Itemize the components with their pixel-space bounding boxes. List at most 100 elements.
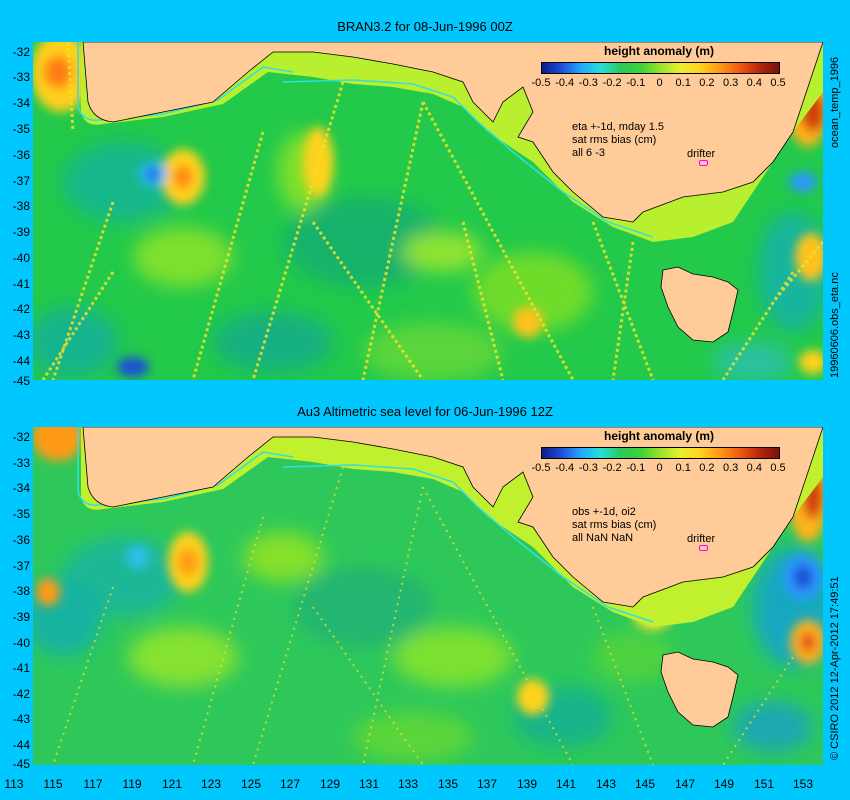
- colorbar-tick-label: -0.2: [602, 462, 622, 474]
- x-tick-label: 135: [437, 777, 459, 791]
- y-tick-label: -32: [12, 45, 30, 59]
- colorbar-tick-label: 0: [656, 462, 663, 474]
- x-tick-label: 145: [634, 777, 656, 791]
- y-tick-label: -34: [12, 481, 30, 495]
- y-tick-label: -34: [12, 96, 30, 110]
- drifter-label: drifter: [687, 148, 716, 160]
- colorbar-tick-label: 0.2: [699, 77, 715, 89]
- x-tick-label: 123: [200, 777, 222, 791]
- x-tick-label: 151: [753, 777, 775, 791]
- panel-top-title: BRAN3.2 for 08-Jun-1996 00Z: [337, 19, 513, 34]
- colorbar-tick-label: -0.1: [626, 77, 646, 89]
- x-tick-label: 133: [397, 777, 419, 791]
- y-tick-label: -38: [12, 584, 30, 598]
- colorbar-tick-label: -0.3: [578, 77, 598, 89]
- info-line: all NaN NaN: [572, 532, 634, 544]
- y-tick-label: -35: [12, 122, 30, 136]
- info-line: eta +-1d, mday 1.5: [572, 121, 665, 133]
- colorbar-tick-label: -0.2: [602, 77, 622, 89]
- colorbar: [541, 447, 780, 459]
- anomaly-blobs: [33, 132, 823, 380]
- y-tick-label: -36: [12, 533, 30, 547]
- colorbar-ticks: -0.5 -0.4 -0.3 -0.2 -0.1 0 0.1 0.2 0.3 0…: [532, 462, 786, 476]
- x-tick-label: 125: [240, 777, 262, 791]
- y-tick-label: -45: [12, 757, 30, 771]
- x-tick-label: 129: [319, 777, 341, 791]
- colorbar-tick-label: -0.5: [531, 77, 551, 89]
- info-line: obs +-1d, oi2: [572, 506, 636, 518]
- colorbar-tick-label: 0.4: [746, 462, 762, 474]
- x-tick-label: 149: [713, 777, 735, 791]
- info-line: sat rms bias (cm): [572, 134, 657, 146]
- shelf-contour: [282, 79, 654, 238]
- drifter-label: drifter: [687, 533, 716, 545]
- colorbar-tick-label: -0.4: [555, 462, 575, 474]
- x-tick-label: 143: [595, 777, 617, 791]
- colorbar-tick-label: 0.1: [675, 462, 691, 474]
- y-tick-label: -43: [12, 328, 30, 342]
- panel-bottom-title: Au3 Altimetric sea level for 06-Jun-1996…: [297, 404, 553, 419]
- colorbar: [541, 62, 780, 74]
- drifter-marker: [699, 545, 708, 551]
- y-tick-label: -44: [12, 354, 30, 368]
- x-tick-label: 119: [122, 777, 142, 791]
- shelf-contour: [282, 464, 654, 623]
- y-tick-label: -32: [12, 430, 30, 444]
- colorbar-tick-label: 0.3: [722, 77, 739, 89]
- y-tick-label: -37: [12, 559, 30, 573]
- info-block: eta +-1d, mday 1.5 sat rms bias (cm) all…: [572, 121, 664, 160]
- y-tick-label: -36: [12, 148, 30, 162]
- y-tick-label: -41: [12, 661, 30, 675]
- shelf-contour: [77, 427, 294, 506]
- x-tick-label: 127: [279, 777, 301, 791]
- colorbar-tick-label: 0.2: [699, 462, 715, 474]
- colorbar-ticks: -0.5 -0.4 -0.3 -0.2 -0.1 0 0.1 0.2 0.3 0…: [532, 77, 786, 91]
- tasmania: [660, 651, 739, 728]
- y-tick-label: -39: [12, 610, 30, 624]
- y-tick-label: -40: [12, 636, 30, 650]
- y-tick-label: -43: [12, 712, 30, 726]
- x-tick-label: 121: [161, 777, 183, 791]
- info-line: sat rms bias (cm): [572, 519, 657, 531]
- tasmania: [660, 266, 739, 343]
- shelf-contour: [77, 42, 294, 121]
- side-label-lower: 19960606.obs_eta.nc: [829, 272, 841, 378]
- colorbar-tick-label: 0.1: [675, 77, 691, 89]
- colorbar-tick-label: -0.3: [578, 462, 598, 474]
- x-tick-label: 113: [4, 777, 24, 791]
- x-tick-label: 131: [358, 777, 380, 791]
- side-label-copyright: © CSIRO 2012 12-Apr-2012 17:49:51: [829, 576, 841, 760]
- colorbar-tick-label: 0.5: [770, 462, 786, 474]
- y-tick-label: -35: [12, 507, 30, 521]
- y-tick-label: -40: [12, 251, 30, 265]
- satellite-tracks: [41, 42, 823, 380]
- info-block: obs +-1d, oi2 sat rms bias (cm) all NaN …: [572, 506, 656, 545]
- y-tick-label: -33: [12, 456, 30, 470]
- colorbar-tick-label: 0.3: [722, 462, 739, 474]
- y-tick-label: -42: [12, 302, 30, 316]
- y-tick-label: -39: [12, 225, 30, 239]
- x-tick-label: 153: [792, 777, 814, 791]
- side-label-upper: ocean_temp_1996: [829, 56, 841, 148]
- colorbar-tick-label: 0.4: [746, 77, 762, 89]
- x-tick-label: 141: [555, 777, 577, 791]
- colorbar-tick-label: -0.4: [555, 77, 575, 89]
- info-line: all 6 -3: [572, 147, 606, 159]
- map-panel-bottom: [33, 427, 823, 765]
- colorbar-title: height anomaly (m): [604, 429, 715, 443]
- x-tick-label: 115: [43, 777, 63, 791]
- y-tick-label: -37: [12, 174, 30, 188]
- colorbar-tick-label: 0: [656, 77, 663, 89]
- colorbar-tick-label: 0.5: [770, 77, 786, 89]
- x-tick-label: 139: [516, 777, 538, 791]
- colorbar-tick-label: -0.1: [626, 462, 646, 474]
- australia-mainland: [82, 427, 823, 608]
- y-tick-label: -42: [12, 687, 30, 701]
- satellite-tracks: [52, 466, 794, 765]
- x-tick-label: 147: [674, 777, 696, 791]
- australia-mainland: [82, 42, 823, 223]
- map-panel-top: [33, 42, 823, 380]
- drifter-marker: [699, 160, 708, 166]
- y-tick-label: -33: [12, 70, 30, 84]
- y-tick-label: -41: [12, 277, 30, 291]
